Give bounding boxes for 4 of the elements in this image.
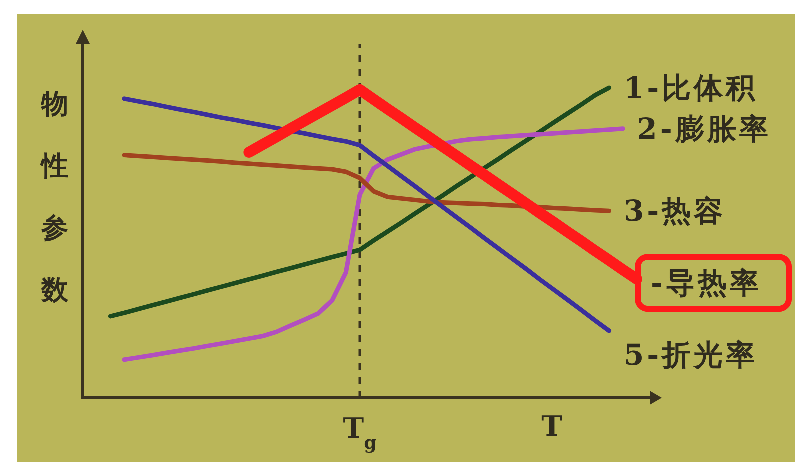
xlabel: T [542, 410, 562, 443]
annotation: T$_{g}$ [343, 44, 377, 454]
text: T$_{g}$ [343, 412, 378, 454]
ylabel: 物性参数 [42, 89, 68, 306]
